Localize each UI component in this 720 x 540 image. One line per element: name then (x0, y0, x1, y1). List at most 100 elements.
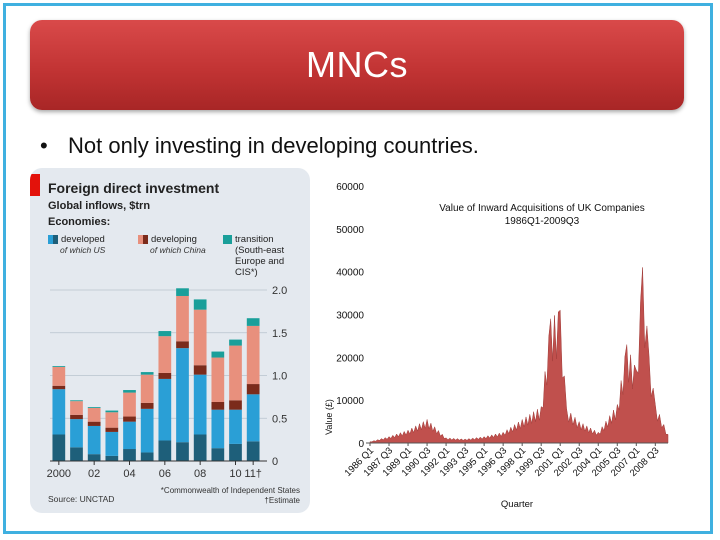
legend-label-developing: developing (151, 234, 197, 245)
fdi-bar-segment (158, 440, 172, 461)
legend-label-developed: developed (61, 234, 105, 245)
legend-label-china: of which China (150, 245, 206, 255)
fdi-bar-segment (52, 385, 66, 390)
legend-developing: developing of which China (138, 234, 206, 256)
legend-label-us: of which US (60, 245, 106, 255)
fdi-bar-segment (87, 454, 101, 461)
fdi-bar-segment (52, 389, 66, 435)
fdi-bar-segment (246, 394, 260, 442)
fdi-bar-segment (158, 378, 172, 441)
fdi-y-tick-label: 1.0 (272, 371, 287, 383)
fdi-economies-label: Economies: (48, 216, 111, 228)
fdi-footnotes: *Commonwealth of Independent States †Est… (150, 486, 300, 506)
fdi-bar-segment (70, 414, 83, 420)
fdi-bar-segment (105, 455, 119, 461)
fdi-bar-segment (140, 402, 154, 409)
fdi-bar-segment (158, 336, 172, 373)
legend-developed: developed of which US (48, 234, 105, 256)
fdi-bar-segment (123, 392, 136, 417)
fdi-bar-segment (193, 299, 207, 310)
fdi-x-tick-label: 06 (159, 468, 171, 480)
uk-acquisitions-chart: Value of Inward Acquisitions of UK Compa… (324, 182, 669, 510)
legend-swatch-developing (138, 234, 143, 244)
fdi-bar-segment (105, 431, 119, 456)
fdi-bar-segment (52, 366, 66, 386)
fdi-x-tick-label: 08 (194, 468, 206, 480)
fdi-x-tick-label: 04 (123, 468, 135, 480)
uk-y-tick-label: 50000 (336, 225, 364, 236)
uk-y-tick-label: 40000 (336, 268, 364, 279)
economist-red-tab (30, 174, 40, 196)
fdi-bar-segment (105, 427, 119, 432)
fdi-y-tick-label: 2.0 (272, 285, 287, 297)
fdi-bar-segment (229, 443, 242, 461)
fdi-bar-segment (246, 384, 260, 395)
fdi-bar-segment (87, 407, 101, 422)
slide-title: MNCs (306, 44, 408, 85)
uk-x-axis-label: Quarter (501, 499, 533, 510)
title-banner: MNCs (30, 20, 684, 110)
fdi-bar-segment (140, 372, 154, 375)
uk-y-tick-label: 20000 (336, 353, 364, 364)
fdi-bar-segment (229, 339, 242, 346)
legend-swatch-developed (48, 234, 53, 244)
fdi-bar-segment (123, 421, 136, 450)
legend-transition: transition (South-east Europe and CIS*) (223, 234, 295, 278)
fdi-bar-segment (140, 452, 154, 461)
uk-y-tick-label: 0 (358, 439, 364, 450)
fdi-bar-segment (87, 421, 101, 426)
fdi-bar-segment (70, 400, 83, 402)
fdi-bar-segment (70, 401, 83, 415)
bullet-text: Not only investing in developing countri… (68, 133, 479, 158)
fdi-bar-segment (193, 309, 207, 366)
fdi-bar-segment (246, 441, 260, 461)
fdi-bar-segment (176, 288, 189, 296)
fdi-bar-chart: 0 0.5 1.0 1.5 2.0 2000 02 04 06 08 10 11† (47, 285, 288, 480)
fdi-bar-segment (158, 372, 172, 379)
fdi-x-tick-label: 10 (229, 468, 241, 480)
fdi-bar-segment (105, 410, 119, 413)
fdi-y-tick-label: 1.5 (272, 328, 287, 340)
fdi-bar-segment (52, 366, 66, 367)
fdi-bar-segment (70, 419, 83, 448)
fdi-bar-segment (176, 442, 189, 461)
fdi-bar-segment (246, 325, 260, 385)
fdi-bar-segment (211, 351, 225, 358)
fdi-bar-segment (211, 409, 225, 449)
uk-y-tick-label: 60000 (336, 182, 364, 193)
fdi-chart-subtitle: Global inflows, $trn (48, 200, 151, 212)
fdi-x-tick-label: 2000 (47, 468, 71, 480)
fdi-bar-segment (52, 434, 66, 461)
fdi-bar-segment (176, 295, 189, 342)
legend-swatch-china (143, 234, 148, 244)
fdi-bar-segment (193, 434, 207, 461)
uk-y-axis-label: Value (£) (324, 399, 334, 435)
fdi-bar-segment (140, 408, 154, 453)
legend-swatch-transition (223, 234, 232, 244)
bullet-point: • Not only investing in developing countr… (40, 133, 479, 159)
legend-label-transition: transition (235, 234, 274, 245)
fdi-source: Source: UNCTAD (48, 494, 115, 504)
fdi-bar-segment (158, 331, 172, 337)
fdi-x-tick-label: 11† (244, 468, 262, 480)
fdi-bar-segment (87, 425, 101, 455)
legend-swatch-us (53, 234, 58, 244)
fdi-bar-segment (123, 449, 136, 461)
fdi-bar-segment (229, 409, 242, 444)
fdi-bar-segment (140, 374, 154, 403)
fdi-y-tick-label: 0.5 (272, 413, 287, 425)
fdi-bar-segment (123, 416, 136, 422)
uk-chart-title-line1: Value of Inward Acquisitions of UK Compa… (439, 203, 644, 214)
fdi-bar-segment (123, 390, 136, 393)
fdi-bar-segment (176, 348, 189, 443)
fdi-bar-segment (193, 374, 207, 435)
fdi-footnote-estimate: †Estimate (264, 496, 300, 505)
fdi-bar-segment (211, 357, 225, 403)
legend-label-transition-sub: (South-east Europe and CIS*) (235, 245, 285, 278)
uk-y-tick-label: 30000 (336, 311, 364, 322)
fdi-bar-segment (246, 318, 260, 326)
fdi-bar-segment (105, 412, 119, 428)
fdi-bar-segment (229, 345, 242, 401)
fdi-bar-segment (87, 407, 101, 408)
uk-area-series (369, 267, 669, 444)
